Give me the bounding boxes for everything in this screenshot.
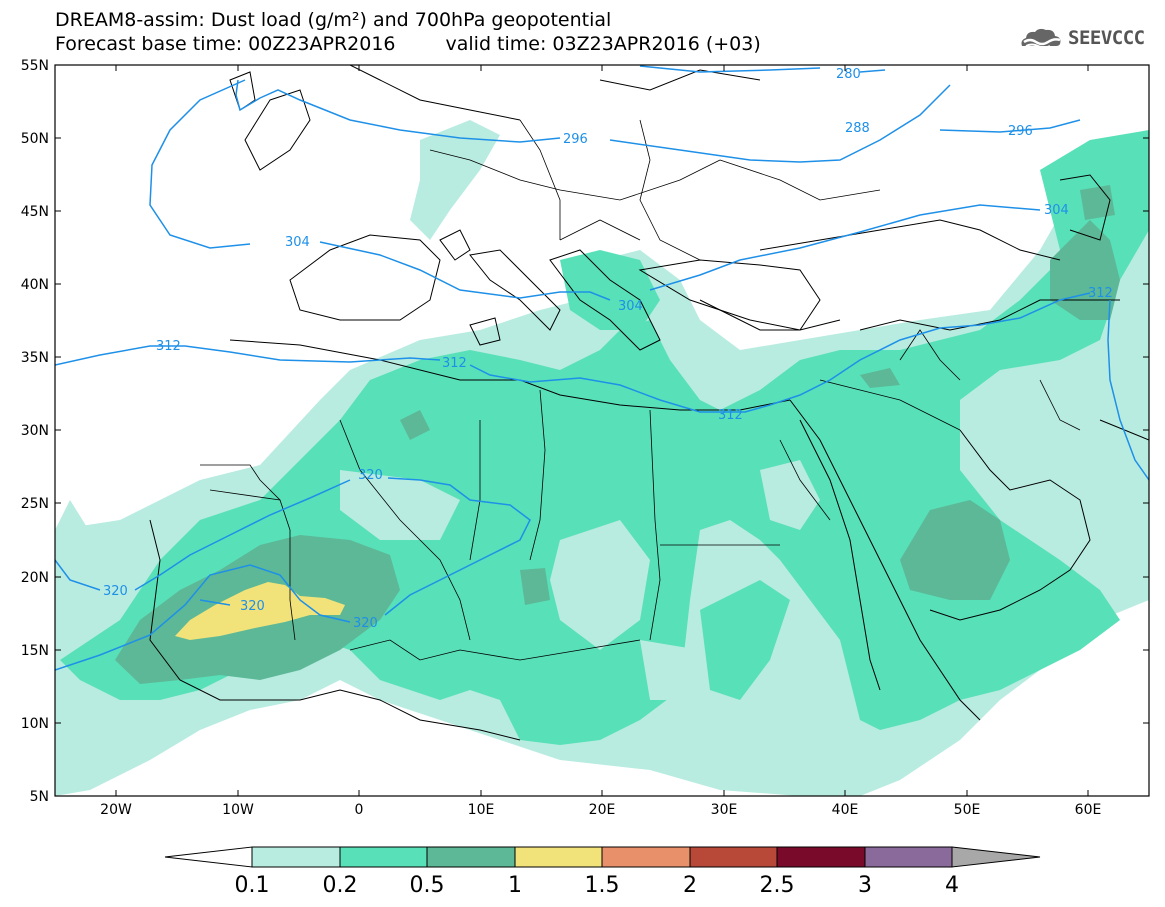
legend-swatch — [776, 846, 866, 868]
legend-swatch — [339, 846, 428, 868]
legend-label: 2 — [683, 873, 697, 898]
lat-label: 10N — [21, 716, 49, 732]
contour-label: 320 — [240, 599, 265, 614]
lon-label: 10W — [222, 802, 254, 818]
lon-labels: 20W 10W 0 10E 20E 30E 40E 50E 60E — [100, 802, 1101, 818]
lat-label: 40N — [21, 277, 49, 293]
legend-swatch — [864, 846, 953, 868]
legend-swatch — [689, 846, 778, 868]
legend-label: 0.1 — [235, 873, 270, 898]
legend-label: 4 — [945, 873, 959, 898]
lon-label: 40E — [832, 802, 859, 818]
cloud-wave-icon — [1021, 28, 1061, 49]
contour-label: 320 — [353, 616, 378, 631]
lat-labels: 55N 50N 45N 40N 35N 30N 25N 20N 15N 10N … — [21, 58, 49, 805]
lat-label: 15N — [21, 643, 49, 659]
legend-swatch — [426, 846, 516, 868]
logo-text: SEEVCCC — [1068, 27, 1145, 49]
axis-ticks — [55, 65, 1149, 796]
dust-fields — [55, 120, 1149, 796]
lon-label: 60E — [1075, 802, 1102, 818]
legend-swatch — [601, 846, 691, 868]
lat-label: 35N — [21, 350, 49, 366]
contour-label: 304 — [285, 235, 310, 250]
contour-label: 304 — [1044, 203, 1069, 218]
map-subtitle: Forecast base time: 00Z23APR2016 valid ti… — [55, 34, 761, 54]
lon-label: 0 — [355, 802, 364, 818]
lat-label: 50N — [21, 131, 49, 147]
lat-label: 30N — [21, 423, 49, 439]
legend-label: 1 — [508, 873, 522, 898]
legend-label: 0.5 — [410, 873, 445, 898]
lon-label: 50E — [954, 802, 981, 818]
base-time: Forecast base time: 00Z23APR2016 — [55, 33, 396, 55]
lon-label: 30E — [711, 802, 738, 818]
lat-label: 45N — [21, 204, 49, 220]
contour-label: 320 — [358, 468, 383, 483]
legend-label: 3 — [858, 873, 872, 898]
legend-swatch — [251, 846, 341, 868]
lat-label: 20N — [21, 570, 49, 586]
lon-label: 20W — [100, 802, 132, 818]
legend-arrow-low — [164, 846, 253, 868]
contour-label: 312 — [156, 339, 181, 354]
contour-label: 296 — [1008, 124, 1033, 139]
legend-swatch — [514, 846, 603, 868]
contour-label: 304 — [618, 299, 643, 314]
contour-label: 312 — [1088, 286, 1113, 301]
legend-label: 1.5 — [585, 873, 620, 898]
valid-time: valid time: 03Z23APR2016 (+03) — [445, 33, 761, 55]
seevccc-logo: SEEVCCC — [1018, 26, 1145, 50]
legend-arrow-high — [951, 846, 1041, 868]
lon-label: 10E — [468, 802, 495, 818]
lat-label: 25N — [21, 496, 49, 512]
legend-label: 0.2 — [323, 873, 358, 898]
dust-holes — [340, 460, 820, 700]
lat-label: 55N — [21, 58, 49, 74]
contour-label: 296 — [563, 132, 588, 147]
lat-label: 5N — [30, 789, 49, 805]
contour-label: 312 — [718, 408, 743, 423]
geopotential-contours — [55, 65, 1149, 671]
map-title: DREAM8-assim: Dust load (g/m²) and 700hP… — [55, 9, 612, 31]
contour-label: 312 — [442, 356, 467, 371]
contour-label: 280 — [836, 67, 861, 82]
dust-level-1 — [175, 582, 345, 640]
lon-label: 20E — [589, 802, 616, 818]
contour-label-group: 280 288 296 296 304 304 304 312 312 312 … — [103, 67, 1113, 631]
legend-label: 2.5 — [760, 873, 795, 898]
contour-label: 320 — [103, 584, 128, 599]
contour-label: 288 — [845, 121, 870, 136]
legend-labels: 0.1 0.2 0.5 1 1.5 2 2.5 3 4 — [235, 873, 960, 898]
borders — [200, 119, 1081, 661]
color-legend — [164, 846, 1041, 868]
